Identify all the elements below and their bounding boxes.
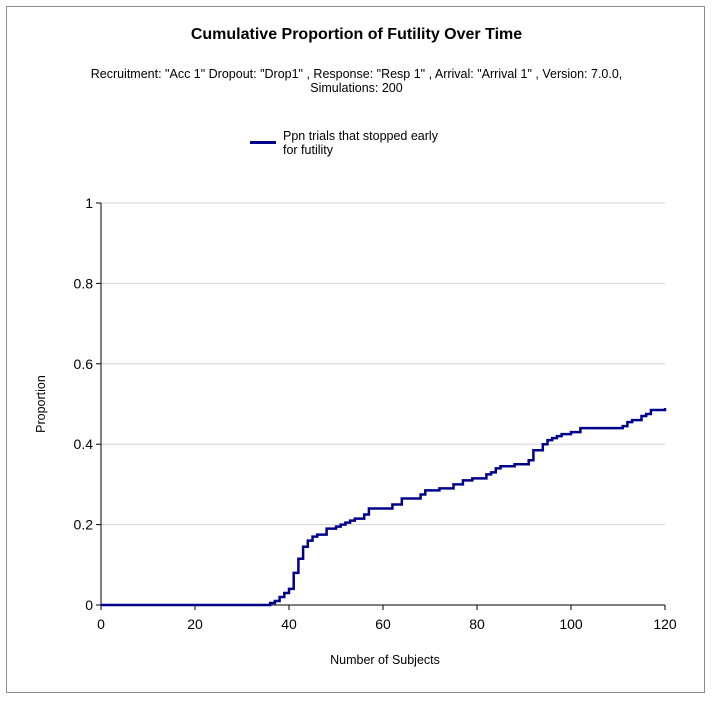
legend-swatch: [250, 141, 276, 144]
chart-title: Cumulative Proportion of Futility Over T…: [190, 26, 523, 43]
subtitle-line-1: Recruitment: "Acc 1" Dropout: "Drop1" , …: [90, 67, 623, 81]
x-tick-label-3: 60: [375, 616, 391, 632]
legend-label-line-2: for futility: [283, 143, 334, 157]
y-tick-label-0: 0: [85, 597, 93, 613]
chart-subtitle: Recruitment: "Acc 1" Dropout: "Drop1" , …: [40, 67, 673, 95]
y-tick-label-4: 0.8: [74, 275, 94, 291]
x-tick-label-5: 100: [559, 616, 583, 632]
y-tick-label-2: 0.4: [74, 436, 94, 452]
x-tick-label-2: 40: [281, 616, 297, 632]
y-tick-label-3: 0.6: [74, 356, 94, 372]
legend-label: Ppn trials that stopped early for futili…: [283, 129, 503, 157]
x-axis-title: Number of Subjects: [330, 653, 440, 667]
chart-frame: [6, 6, 705, 693]
x-tick-label-4: 80: [469, 616, 485, 632]
subtitle-line-2: Simulations: 200: [310, 81, 403, 95]
y-tick-label-1: 0.2: [74, 517, 94, 533]
x-tick-label-6: 120: [653, 616, 677, 632]
y-axis-title: Proportion: [34, 375, 48, 433]
series-line-0: [101, 408, 667, 607]
x-tick-label-0: 0: [97, 616, 105, 632]
chart-legend: Ppn trials that stopped early for futili…: [248, 128, 508, 162]
x-tick-label-1: 20: [187, 616, 203, 632]
y-tick-label-5: 1: [85, 195, 93, 211]
legend-label-line-1: Ppn trials that stopped early: [283, 129, 438, 143]
